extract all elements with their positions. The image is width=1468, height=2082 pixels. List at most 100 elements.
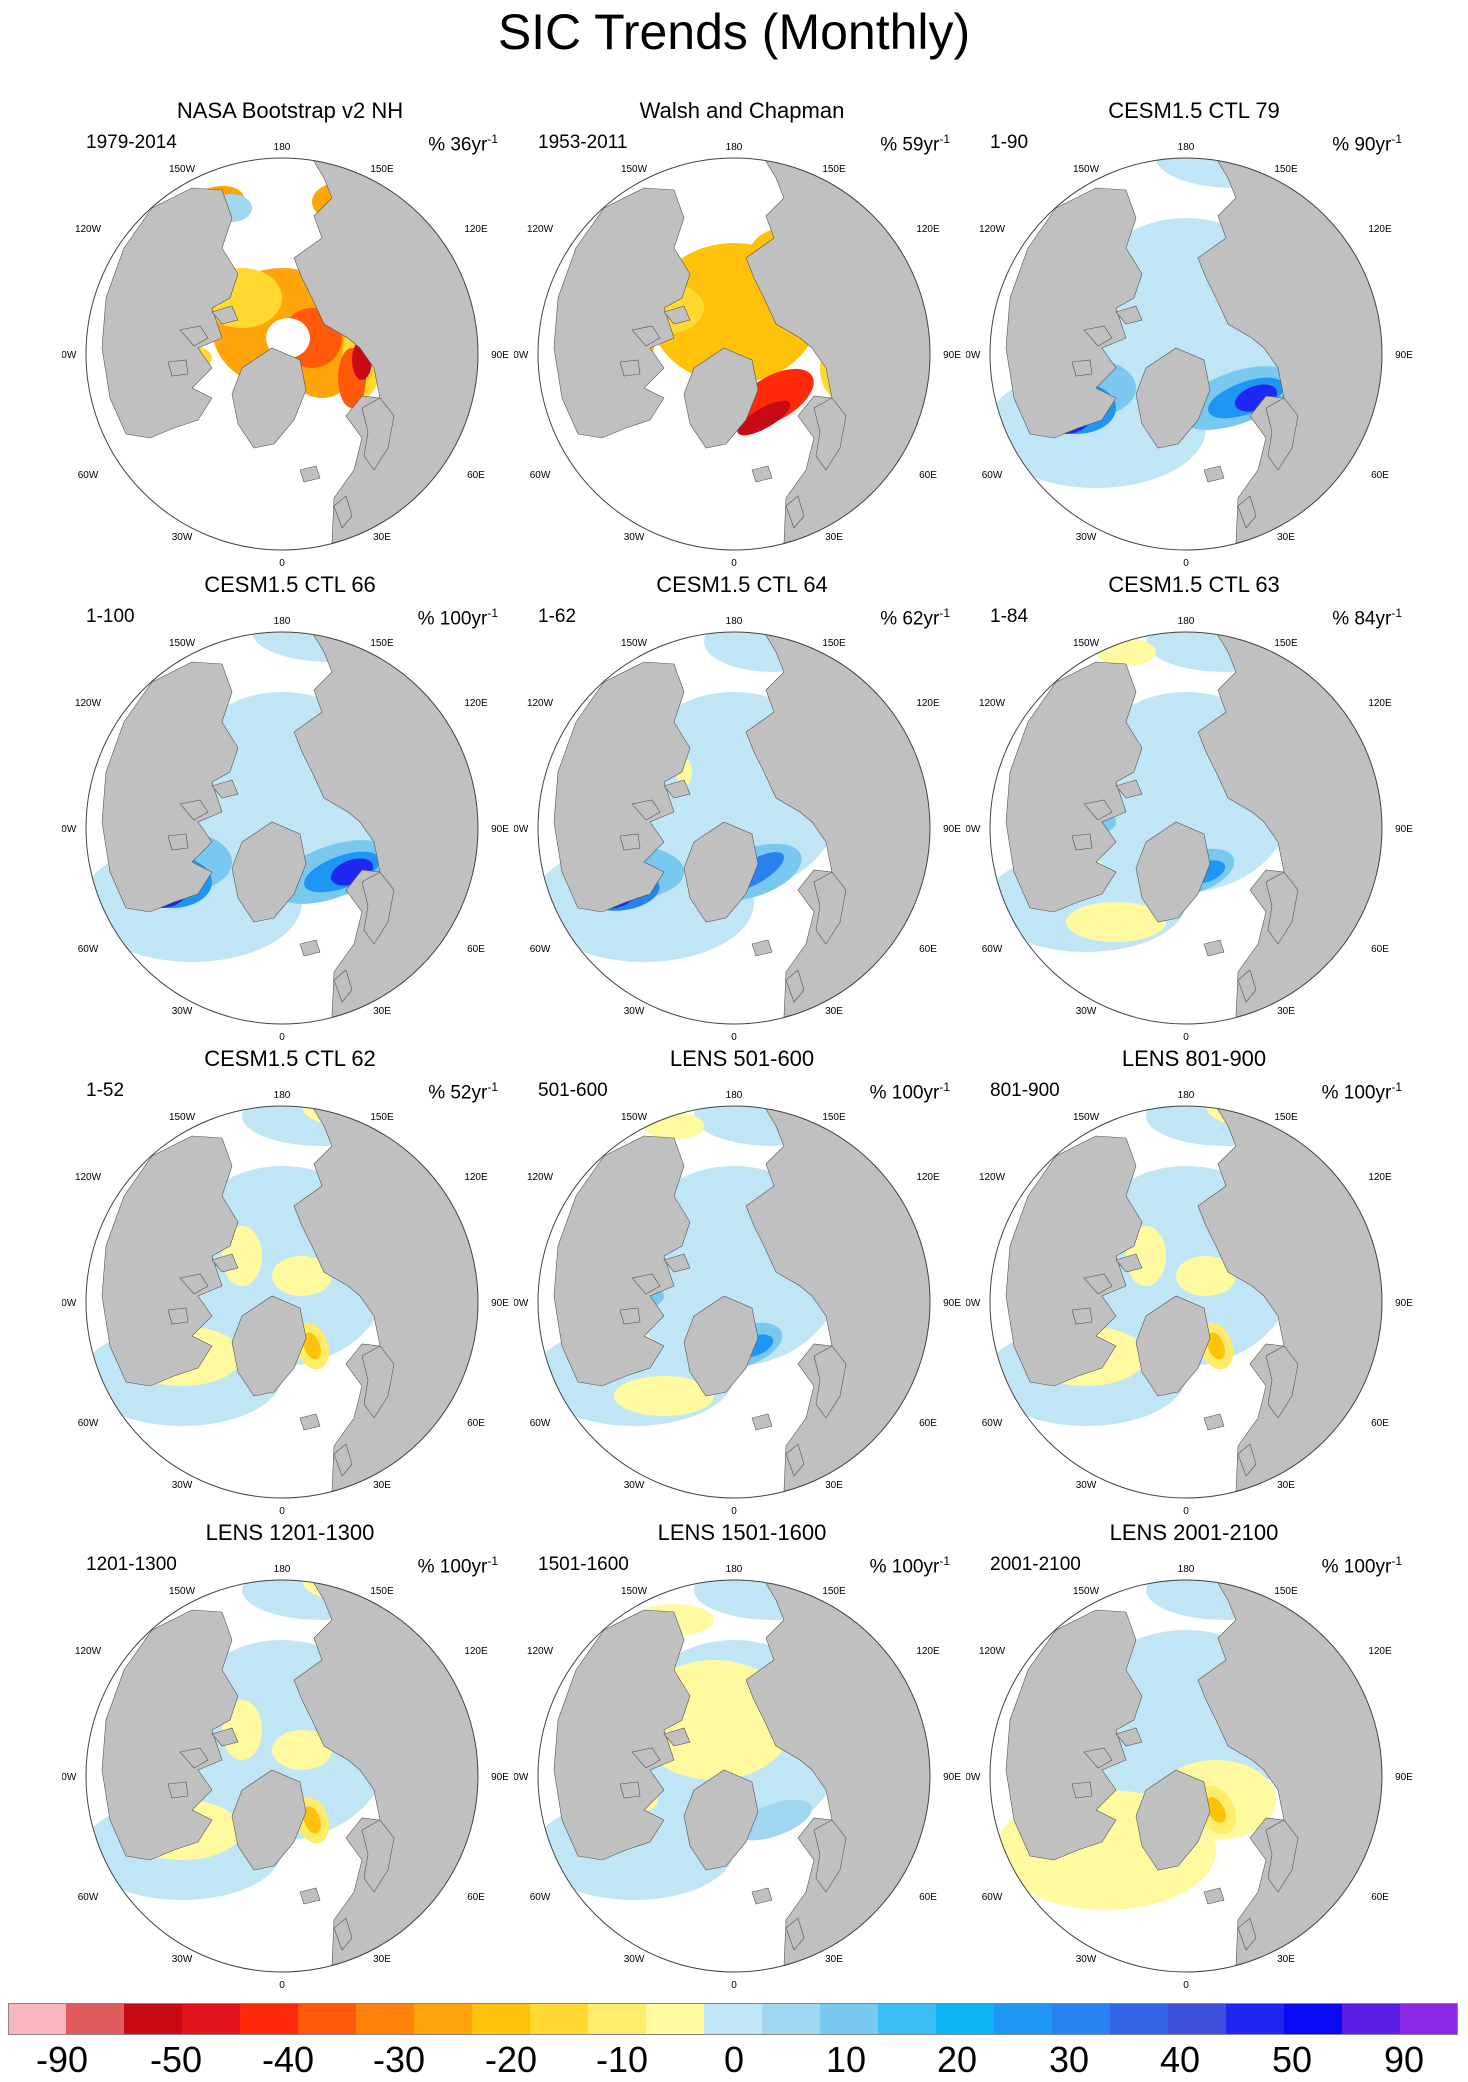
panel-units-text: % 84yr [1332,608,1392,630]
longitude-label: 60E [1371,944,1389,955]
longitude-label: 90W [62,824,77,835]
land-mass [1237,495,1257,529]
land-mass [1083,799,1113,821]
panel-units-text: % 100yr [1321,1082,1392,1104]
longitude-label: 150W [1073,1112,1100,1123]
longitude-label: 30W [1076,1954,1097,1965]
colorbar-swatch [1284,2003,1342,2035]
longitude-label: 120E [916,1172,940,1183]
panel-title: LENS 501-600 [669,1046,815,1071]
longitude-label: 150E [822,164,846,175]
land-mass [1115,305,1143,325]
land-mass [361,871,395,945]
longitude-label: 90E [1395,350,1413,361]
map-panel: LENS 501-600 501-600 % 100yr-1 180 150E 120E 9… [514,1046,970,1516]
trend-region [1176,1256,1236,1296]
colorbar-tick-label: 20 [936,2039,978,2080]
longitude-label: 90E [943,1772,961,1783]
map-boundary [989,1579,1383,1973]
panel-units-exponent: -1 [487,606,498,620]
colorbar-swatch [8,2003,66,2035]
longitude-label: 30W [1076,532,1097,543]
longitude-label: 120W [527,1646,554,1657]
land-mass [299,1887,321,1905]
polar-map: 180 150E 120E 90E 60E 30E 0 30W 60W 90W 120W 150W [514,616,961,1042]
land-mass [293,158,478,544]
land-mass [299,939,321,957]
map-boundary [989,631,1383,1025]
longitude-label: 180 [1178,1564,1195,1575]
land-mass [1203,465,1225,483]
colorbar-labels: -90 -50 -40 -30 -20 -10 0 10 20 30 40 50 90 [0,2040,1468,2082]
land-mass [1071,359,1093,377]
colorbar-tick-label: 0 [723,2039,745,2080]
panel-units-exponent: -1 [487,1080,498,1094]
land-mass [101,1135,239,1387]
panel-title: Walsh and Chapman [639,98,845,123]
longitude-label: 60W [982,1892,1003,1903]
trend-region [303,1332,321,1360]
land-mass [101,1609,239,1861]
land-mass [1083,325,1113,347]
longitude-label: 150E [1274,1586,1298,1597]
longitude-label: 0 [731,558,737,568]
land-mass [663,305,691,325]
colorbar-swatch [936,2003,994,2035]
polar-map: 180 150E 120E 90E 60E 30E 0 30W 60W 90W 120W 150W [514,1564,961,1990]
longitude-label: 60W [530,470,551,481]
colorbar-tick-label: 40 [1159,2039,1201,2080]
longitude-label: 180 [1178,1090,1195,1101]
panel-title: CESM1.5 CTL 62 [204,1046,376,1071]
trend-region [222,1226,262,1286]
colorbar-swatch [356,2003,414,2035]
land-mass [1203,939,1225,957]
colorbar-tick-label: -20 [484,2039,538,2080]
land-mass [293,1106,478,1492]
longitude-label: 30E [1277,532,1295,543]
panel-title: CESM1.5 CTL 66 [204,572,376,597]
land-mass [1115,1727,1143,1747]
land-mass [813,1819,847,1893]
longitude-label: 90W [62,350,77,361]
panel-title: LENS 1501-1600 [657,1520,827,1545]
land-mass [553,187,691,439]
land-mass [785,1917,805,1951]
longitude-label: 90E [1395,824,1413,835]
land-mass [683,821,759,923]
land-mass [631,1273,661,1295]
longitude-label: 150W [621,164,648,175]
longitude-label: 150E [1274,1112,1298,1123]
longitude-label: 60W [982,1418,1003,1429]
longitude-label: 60W [982,470,1003,481]
colorbar-tick-label: -90 [35,2039,89,2080]
colorbar-swatch [530,2003,588,2035]
polar-map: 180 150E 120E 90E 60E 30E 0 30W 60W 90W 120W 150W [966,616,1413,1042]
colorbar-swatch [124,2003,182,2035]
land-mass [785,969,805,1003]
trend-region [266,318,310,358]
land-mass [813,871,847,945]
figure-title: SIC Trends (Monthly) [497,4,971,60]
longitude-label: 180 [274,1090,291,1101]
panel-units: % 90yr-1 [1332,128,1402,156]
colorbar-swatch [1400,2003,1458,2035]
land-mass [1237,1917,1257,1951]
longitude-label: 90E [491,824,509,835]
land-mass [333,969,353,1003]
land-mass [1115,1253,1143,1273]
panel-units-exponent: -1 [1391,606,1402,620]
colorbar-tick-label: -30 [372,2039,426,2080]
longitude-label: 0 [279,1980,285,1990]
longitude-label: 90W [62,1772,77,1783]
longitude-label: 120E [464,1646,488,1657]
map-panel: LENS 1201-1300 1201-1300% 100yr-1 180 150E 1… [62,1520,518,1990]
longitude-label: 60E [919,470,937,481]
longitude-label: 30W [172,1480,193,1491]
panel-units-exponent: -1 [939,132,950,146]
panel-units: % 100yr-1 [1322,1076,1402,1104]
colorbar-tick-label: 90 [1383,2039,1425,2080]
colorbar-tick-label: -50 [149,2039,203,2080]
land-mass [1237,1443,1257,1477]
polar-map: 180 150E 120E 90E 60E 30E 0 30W 60W 90W 120W 150W [62,1564,509,1990]
longitude-label: 90W [62,1298,77,1309]
